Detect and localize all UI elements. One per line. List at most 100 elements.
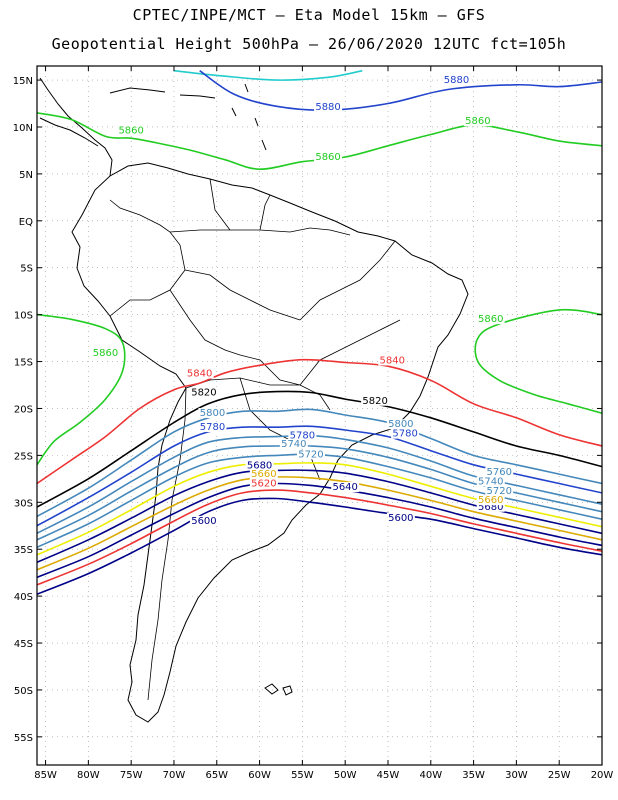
map-title-line2: Geopotential Height 500hPa – 26/06/2020 …	[51, 35, 567, 53]
contour-label-bg	[279, 438, 308, 449]
lon-tick-label: 25W	[548, 770, 571, 781]
contour-label-bg	[331, 482, 360, 493]
lat-tick-label: 10S	[14, 311, 33, 322]
lat-tick-label: 20S	[14, 404, 33, 415]
contour-label: 5740	[478, 476, 503, 487]
contour-label: 5680	[478, 502, 503, 513]
contour-label-bg	[476, 495, 505, 506]
lat-tick-label: 40S	[14, 592, 33, 603]
lon-tick-label: 80W	[77, 770, 100, 781]
contour-label-bg	[314, 102, 343, 113]
contour-label: 5800	[200, 408, 225, 419]
contour-label: 5820	[362, 396, 387, 407]
contour-label: 5780	[200, 422, 225, 433]
contour-label-bg	[189, 515, 218, 526]
contour-label-bg	[485, 467, 514, 478]
contour-label-bg	[485, 485, 514, 496]
contour-label-bg	[361, 395, 390, 406]
contour-label-bg	[391, 428, 420, 439]
lat-tick-label: 15S	[14, 358, 33, 369]
contour-line	[474, 308, 602, 414]
contour-line	[37, 390, 602, 508]
lat-tick-label: 5S	[20, 264, 33, 275]
contour-label: 5720	[298, 449, 323, 460]
contour-label: 5660	[478, 495, 503, 506]
contour-label: 5800	[388, 419, 413, 430]
graticule	[37, 66, 603, 765]
contour-line	[37, 425, 602, 527]
lon-tick-label: 55W	[291, 770, 314, 781]
contour-label: 5860	[465, 116, 490, 127]
contour-label-bg	[189, 387, 218, 398]
contour-label: 5880	[444, 75, 469, 86]
contour-label-bg	[249, 468, 278, 479]
contour-label: 5860	[478, 314, 503, 325]
contour-line	[37, 462, 602, 556]
contour-label: 5640	[332, 482, 357, 493]
contour-label-bg	[117, 125, 146, 136]
lon-tick-label: 40W	[419, 770, 442, 781]
lat-tick-label: EQ	[19, 217, 33, 228]
contour-label-bg	[386, 419, 415, 430]
central-america-coastline	[39, 77, 113, 177]
contour-label-bg	[476, 501, 505, 512]
contour-label-bg	[185, 368, 214, 379]
contour-label: 5840	[187, 369, 212, 380]
contour-line	[37, 489, 602, 586]
lat-tick-label: 35S	[14, 545, 33, 556]
contour-label: 5620	[251, 478, 276, 489]
map-title-line1: CPTEC/INPE/MCT – Eta Model 15km – GFS	[132, 6, 486, 24]
falkland-islands	[264, 683, 293, 696]
lat-tick-label: 30S	[14, 498, 33, 509]
contour-label: 5780	[392, 429, 417, 440]
lat-tick-label: 5N	[19, 170, 33, 181]
lat-tick-label: 50S	[14, 686, 33, 697]
lon-tick-label: 45W	[377, 770, 400, 781]
lon-tick-label: 60W	[248, 770, 271, 781]
map-frame	[36, 65, 603, 766]
contour-label: 5740	[281, 439, 306, 450]
contour-label-bg	[198, 422, 227, 433]
contour-label-bg	[314, 151, 343, 162]
contour-label: 5860	[93, 348, 118, 359]
south-america-coastline	[71, 162, 469, 723]
contour-label: 5660	[251, 469, 276, 480]
contour-line	[37, 358, 602, 485]
contour-labels: 5880 5880 5860 5860 5860 5860 5860 5840 5840 5820…	[91, 74, 514, 527]
contour-line	[37, 112, 602, 171]
contour-label-bg	[463, 116, 492, 127]
contour-line	[199, 70, 602, 111]
lon-tick-label: 50W	[334, 770, 357, 781]
contour-label: 5760	[487, 467, 512, 478]
contour-line	[37, 469, 602, 564]
contour-label: 5820	[191, 387, 216, 398]
contour-label: 5600	[388, 513, 413, 524]
contour-label-bg	[442, 74, 471, 85]
contour-label-bg	[296, 449, 325, 460]
lon-tick-label: 70W	[163, 770, 186, 781]
contour-line	[37, 408, 602, 518]
contour-line	[173, 69, 363, 81]
contour-label: 5780	[290, 430, 315, 441]
coastlines-and-borders	[39, 77, 469, 723]
lon-tick-label: 75W	[120, 770, 143, 781]
lon-tick-label: 65W	[205, 770, 228, 781]
caribbean-islands	[109, 83, 267, 151]
contour-line	[37, 476, 602, 571]
contour-label-bg	[249, 478, 278, 489]
contour-label: 5880	[315, 102, 340, 113]
contour-label: 5840	[380, 355, 405, 366]
contour-label-bg	[476, 476, 505, 487]
country-borders	[109, 178, 401, 701]
contour-label-bg	[378, 355, 407, 366]
lat-tick-label: 25S	[14, 451, 33, 462]
contour-label: 5720	[487, 486, 512, 497]
contour-label: 5860	[118, 126, 143, 137]
contour-label-bg	[198, 407, 227, 418]
axis-ticks: 15N 10N 5N EQ 5S 10S 15S 20S 25S 30S 35S 40S 45S 50S 5…	[13, 66, 613, 781]
contour-label-bg	[288, 430, 317, 441]
height-contours	[37, 69, 602, 595]
contour-label-bg	[245, 460, 274, 471]
lon-tick-label: 30W	[505, 770, 528, 781]
contour-label-bg	[91, 347, 120, 358]
